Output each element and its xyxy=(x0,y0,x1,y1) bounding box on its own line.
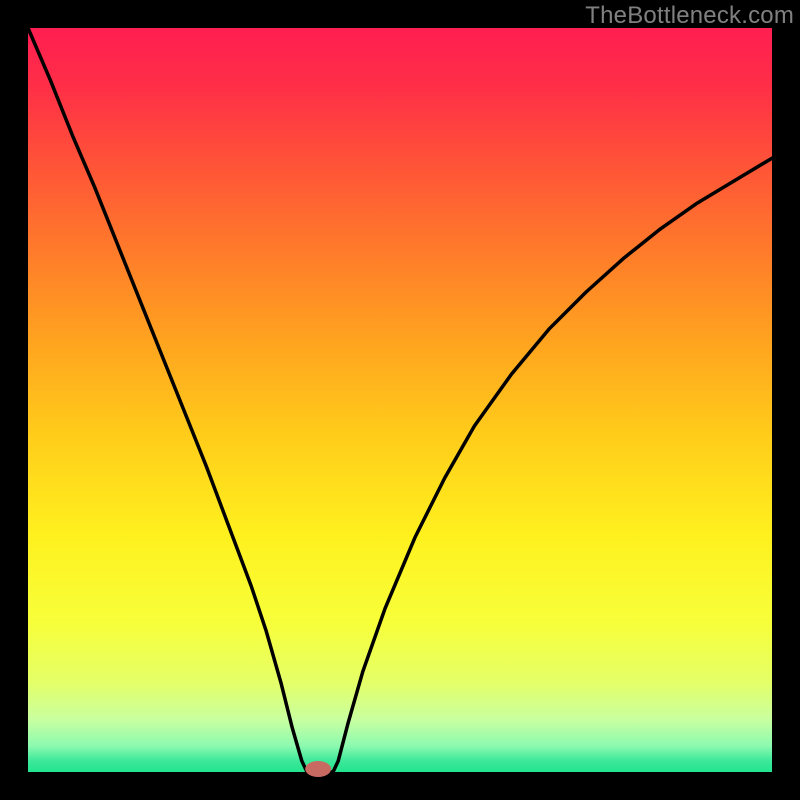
figure-container: TheBottleneck.com xyxy=(0,0,800,800)
watermark-text: TheBottleneck.com xyxy=(585,2,794,30)
bottleneck-curve-chart xyxy=(0,0,800,800)
valley-marker xyxy=(305,761,331,777)
plot-background xyxy=(28,28,772,772)
